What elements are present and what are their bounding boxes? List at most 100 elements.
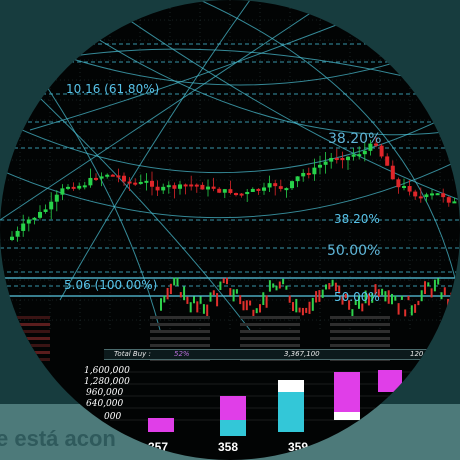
orderbook-cell <box>330 323 390 326</box>
mini-candle <box>394 295 397 301</box>
mini-candle <box>364 290 367 304</box>
candle <box>178 184 182 189</box>
mini-candle <box>341 296 344 305</box>
mini-candle <box>404 309 407 317</box>
volume-bar <box>278 392 304 432</box>
orderbook-cell <box>150 323 210 326</box>
mini-candle <box>433 279 436 292</box>
mini-candle <box>440 292 443 300</box>
candle <box>60 188 65 195</box>
candle <box>21 223 26 231</box>
y-tick-label: 1,280,000 <box>84 377 130 387</box>
candle <box>424 194 429 198</box>
volume-bar-chart: 1,600,000 1,280,000 960,000 640,000 000 … <box>84 360 460 460</box>
orderbook-cell <box>150 344 210 347</box>
candle <box>105 174 110 177</box>
candle <box>66 186 70 189</box>
candle <box>396 179 401 188</box>
candle <box>200 184 205 190</box>
mini-candle <box>371 293 374 303</box>
mini-candle <box>226 277 228 285</box>
mini-candle <box>245 300 248 311</box>
orderbook-cell <box>150 316 210 319</box>
candle <box>54 194 59 202</box>
volume-bar <box>220 396 246 420</box>
fib-arc <box>0 109 460 174</box>
orderbook-cell <box>240 344 300 347</box>
candle <box>301 172 306 177</box>
volume-bar <box>378 370 402 392</box>
mini-candle <box>262 292 265 306</box>
candle <box>222 189 227 193</box>
mini-candle <box>212 290 215 296</box>
candle <box>133 182 138 185</box>
volume-bar <box>334 372 360 412</box>
candle <box>26 219 31 224</box>
fib-arc <box>199 0 460 301</box>
orderbook-cell <box>330 344 390 347</box>
candle <box>267 183 272 188</box>
candle <box>32 217 37 220</box>
mini-candle <box>160 298 162 311</box>
mini-candle <box>173 277 176 286</box>
mini-candle <box>348 300 351 310</box>
mini-candle <box>321 289 324 298</box>
mini-candle <box>252 309 255 319</box>
candle <box>256 188 261 191</box>
orderbook-cell <box>240 316 300 319</box>
mini-candle <box>301 307 304 316</box>
mini-candle <box>414 304 417 313</box>
candle <box>441 193 446 198</box>
y-tick-label: 1,600,000 <box>84 366 130 376</box>
fib-label-100: 5.06 (100.00%) <box>64 278 158 292</box>
candle <box>250 188 255 192</box>
mini-candle <box>427 282 430 287</box>
mini-candle <box>417 300 420 306</box>
mini-candle <box>275 285 278 291</box>
candle <box>15 230 20 237</box>
mini-candle <box>206 304 209 317</box>
candle <box>262 187 266 191</box>
candle <box>88 177 93 186</box>
candle <box>290 181 294 189</box>
mini-candle <box>420 290 423 302</box>
mini-candle <box>338 285 341 294</box>
candle <box>206 186 210 190</box>
mini-candle <box>374 284 377 295</box>
mini-candle <box>443 287 446 296</box>
candle <box>150 180 154 187</box>
mini-candle <box>344 293 347 299</box>
mini-candle <box>176 277 179 286</box>
y-tick-label: 960,000 <box>86 388 124 398</box>
orderbook-cell <box>10 344 50 347</box>
candle <box>435 193 440 196</box>
orderbook-cell <box>240 323 300 326</box>
volume-bar <box>220 420 246 436</box>
mini-candle <box>430 288 433 298</box>
orderbook-cell <box>10 337 50 340</box>
candle <box>217 188 222 193</box>
candle <box>138 181 143 184</box>
total-buy-label: Total Buy : <box>114 350 151 358</box>
orderbook-cell <box>330 316 390 319</box>
orderbook-cell <box>10 323 50 326</box>
orderbook-cell <box>10 358 50 361</box>
mini-candle <box>361 303 364 312</box>
volume-bar <box>334 412 360 420</box>
mini-candle <box>282 278 285 285</box>
candle <box>413 191 418 197</box>
fib-arc <box>19 39 460 86</box>
candle <box>273 183 278 187</box>
mini-candle <box>163 295 166 303</box>
mini-candle <box>268 280 271 292</box>
mini-candle <box>278 281 281 289</box>
mini-candle <box>384 291 387 302</box>
mini-candle <box>255 308 258 314</box>
mini-candle <box>334 282 337 292</box>
candle <box>172 185 177 189</box>
mini-candle <box>242 301 245 311</box>
candle <box>144 180 149 183</box>
fib-label-61: 10.16 (61.80%) <box>66 82 160 96</box>
candle <box>351 154 356 157</box>
